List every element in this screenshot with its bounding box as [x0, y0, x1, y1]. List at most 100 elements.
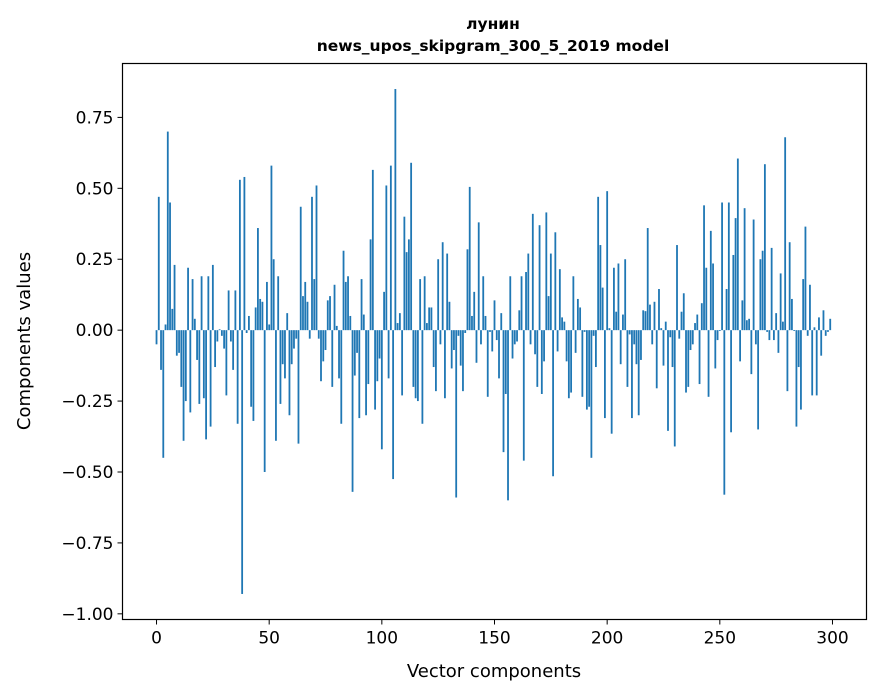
bar-254	[727, 202, 730, 331]
bar-32	[227, 290, 230, 331]
bar-42	[250, 330, 253, 407]
bar-192	[588, 330, 591, 407]
bar-202	[610, 330, 613, 434]
bar-93	[365, 330, 367, 416]
bar-24	[209, 330, 212, 427]
bar-83	[342, 250, 345, 331]
bar-243	[703, 205, 705, 331]
bar-219	[649, 304, 651, 331]
bar-137	[464, 330, 467, 333]
bar-89	[356, 330, 358, 353]
bar-116	[416, 330, 419, 402]
bar-102	[385, 185, 388, 331]
bar-25	[211, 264, 214, 331]
bar-46	[259, 298, 262, 331]
bar-279	[784, 137, 787, 331]
bar-261	[743, 208, 746, 331]
bar-37	[238, 179, 241, 331]
bars-group	[155, 89, 832, 594]
bar-92	[362, 314, 365, 331]
x-tick-label: 50	[258, 629, 280, 649]
bar-164	[525, 272, 527, 331]
bar-195	[594, 330, 597, 368]
bar-1	[157, 196, 160, 331]
bar-16	[191, 279, 194, 331]
bar-204	[615, 311, 618, 331]
y-tick-label: 0.50	[76, 179, 114, 199]
bar-197	[599, 245, 602, 331]
bar-39	[243, 176, 246, 331]
bar-73	[320, 330, 322, 382]
bar-7	[171, 308, 174, 331]
bar-4	[164, 324, 167, 331]
bar-213	[635, 330, 638, 365]
bar-63	[297, 330, 300, 444]
bar-19	[198, 330, 201, 404]
bar-236	[687, 330, 690, 387]
bar-20	[200, 276, 203, 331]
bar-26	[214, 330, 217, 368]
y-tick-label: −1.00	[61, 605, 113, 625]
bar-206	[619, 330, 622, 365]
bar-292	[813, 327, 816, 331]
bar-27	[216, 330, 219, 342]
bar-125	[437, 259, 440, 331]
bar-145	[482, 276, 485, 331]
bar-18	[196, 330, 198, 360]
bar-2	[160, 330, 162, 370]
bar-61	[293, 330, 295, 349]
bar-33	[229, 330, 232, 342]
bar-183	[567, 330, 570, 399]
bar-82	[340, 330, 343, 424]
bar-262	[745, 320, 748, 331]
bar-185	[572, 276, 575, 331]
bar-193	[590, 330, 593, 458]
bar-129	[446, 253, 449, 331]
bar-44	[254, 307, 257, 331]
bar-298	[827, 330, 829, 332]
bar-263	[748, 318, 751, 331]
bar-57	[284, 330, 286, 379]
bar-56	[281, 330, 284, 365]
bar-121	[428, 307, 431, 331]
bar-232	[678, 330, 681, 339]
bar-9	[175, 330, 178, 356]
bar-264	[750, 330, 753, 375]
bar-58	[286, 313, 289, 331]
bar-105	[392, 330, 395, 480]
bar-110	[403, 216, 406, 331]
bar-167	[531, 213, 534, 331]
bar-280	[786, 330, 789, 392]
bar-180	[561, 317, 563, 331]
x-tick-label: 0	[151, 629, 162, 649]
bar-34	[232, 330, 235, 370]
bar-209	[626, 330, 629, 387]
bar-281	[788, 242, 791, 331]
bar-278	[782, 321, 784, 331]
bar-94	[367, 330, 370, 385]
y-tick-label: −0.75	[61, 534, 113, 554]
bar-22	[205, 330, 207, 440]
bar-72	[317, 330, 320, 339]
bar-211	[631, 330, 633, 419]
y-tick-label: 0.75	[76, 108, 114, 128]
bar-86	[349, 315, 352, 331]
bar-51	[270, 165, 273, 331]
bar-120	[426, 323, 428, 331]
bar-196	[597, 196, 600, 331]
bar-184	[570, 330, 573, 393]
bar-29	[220, 330, 223, 336]
bar-43	[252, 330, 255, 421]
bar-230	[673, 330, 676, 447]
bar-119	[423, 276, 426, 331]
bar-189	[581, 330, 584, 397]
bar-99	[378, 330, 381, 359]
bar-161	[518, 310, 521, 331]
bar-190	[583, 330, 586, 332]
bar-227	[667, 330, 669, 431]
bar-69	[311, 196, 313, 331]
bar-15	[189, 330, 192, 413]
bar-220	[651, 330, 654, 345]
bar-287	[802, 279, 805, 331]
bar-201	[608, 328, 611, 331]
